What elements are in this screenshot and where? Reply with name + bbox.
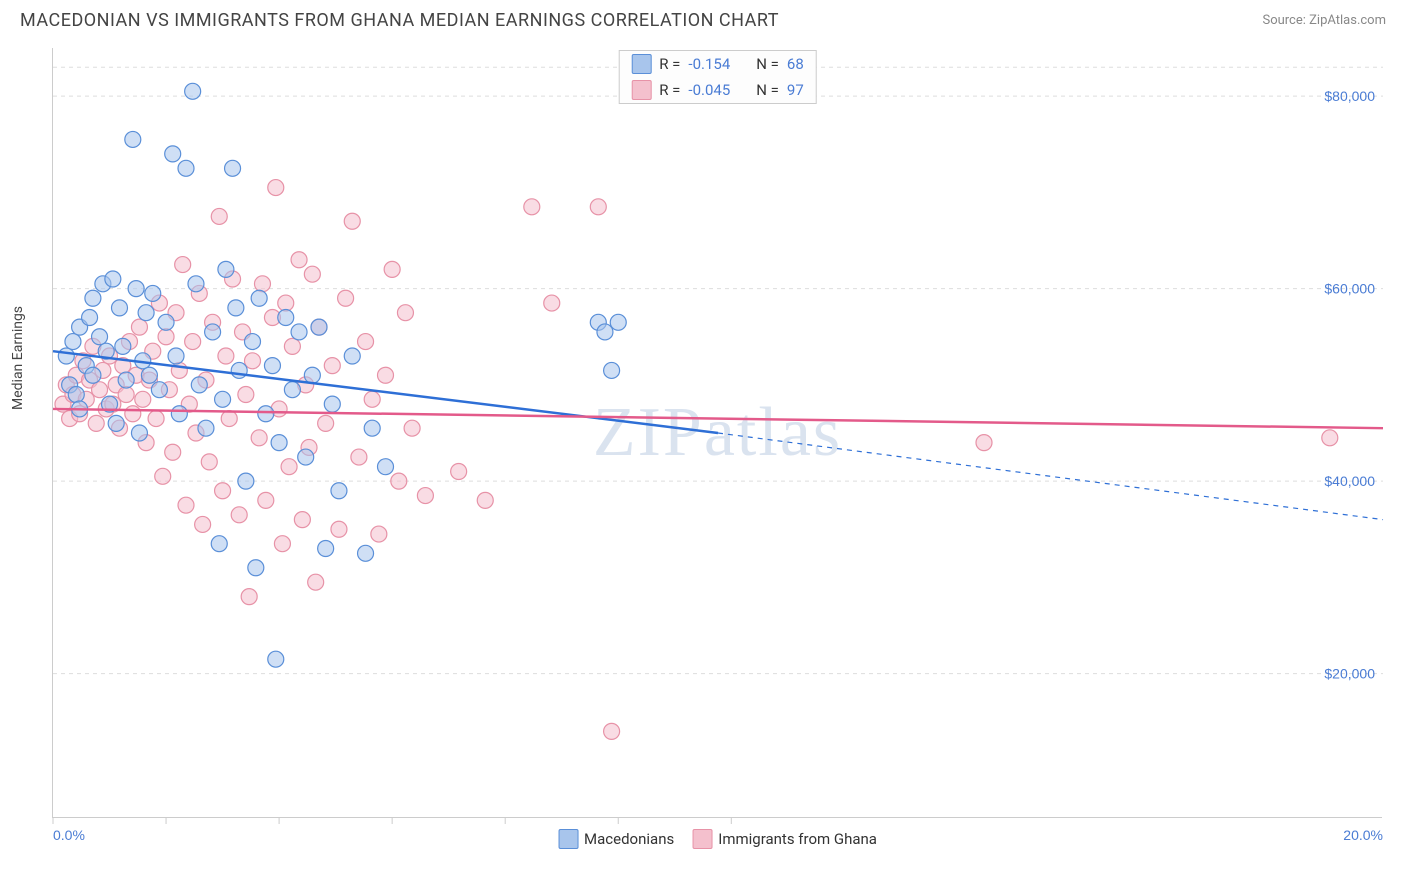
legend-row-macedonians: R = -0.154 N = 68 xyxy=(619,51,816,77)
scatter-plot-svg: $20,000$40,000$60,000$80,0000.0%20.0% xyxy=(53,48,1382,817)
r-label: R = xyxy=(659,81,680,99)
legend-swatch-blue xyxy=(631,54,651,74)
series-legend: Macedonians Immigrants from Ghana xyxy=(558,829,877,849)
legend-swatch-pink xyxy=(631,80,651,100)
legend-swatch-pink xyxy=(692,829,712,849)
r-label: R = xyxy=(659,55,680,73)
n-label: N = xyxy=(756,55,779,73)
r-value-0: -0.154 xyxy=(688,55,730,73)
legend-row-ghana: R = -0.045 N = 97 xyxy=(619,77,816,103)
legend-swatch-blue xyxy=(558,829,578,849)
svg-text:$40,000: $40,000 xyxy=(1324,473,1375,489)
svg-text:$80,000: $80,000 xyxy=(1324,88,1375,104)
r-value-1: -0.045 xyxy=(688,81,730,99)
svg-text:$60,000: $60,000 xyxy=(1324,281,1375,297)
n-value-0: 68 xyxy=(787,55,804,73)
svg-text:0.0%: 0.0% xyxy=(53,827,85,843)
chart-title: MACEDONIAN VS IMMIGRANTS FROM GHANA MEDI… xyxy=(20,10,779,31)
correlation-legend: R = -0.154 N = 68 R = -0.045 N = 97 xyxy=(618,50,817,104)
source-label: Source: ZipAtlas.com xyxy=(1262,13,1386,28)
chart-plot-area: ZIPatlas $20,000$40,000$60,000$80,0000.0… xyxy=(52,48,1382,818)
legend-item-ghana: Immigrants from Ghana xyxy=(692,829,877,849)
n-label: N = xyxy=(756,81,779,99)
svg-text:20.0%: 20.0% xyxy=(1343,827,1383,843)
legend-label-1: Immigrants from Ghana xyxy=(718,830,877,848)
legend-item-macedonians: Macedonians xyxy=(558,829,674,849)
y-axis-label: Median Earnings xyxy=(10,306,26,410)
n-value-1: 97 xyxy=(787,81,804,99)
legend-label-0: Macedonians xyxy=(584,830,674,848)
svg-text:$20,000: $20,000 xyxy=(1324,666,1375,682)
